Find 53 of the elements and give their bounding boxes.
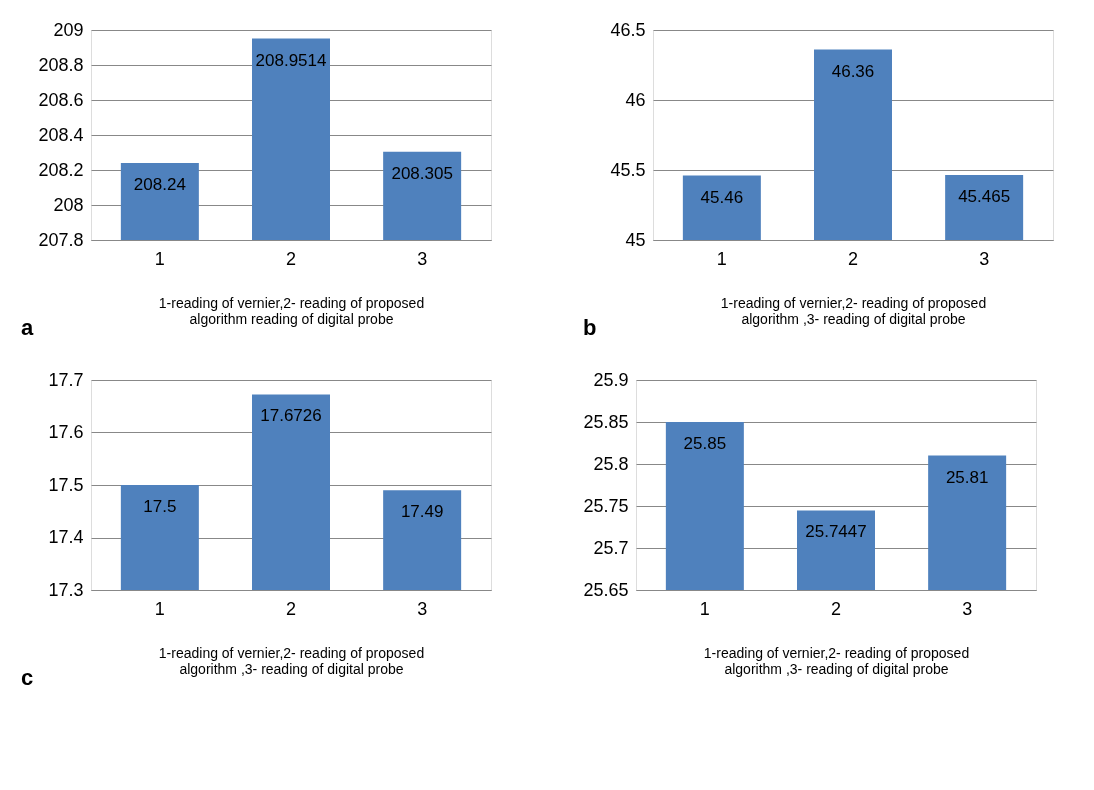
- y-tick-label: 46: [625, 89, 646, 110]
- data-label: 25.85: [683, 434, 727, 453]
- y-tick-label: 25.65: [583, 579, 629, 600]
- data-label: 208.24: [133, 175, 186, 194]
- x-axis-title: 1-reading of vernier,2- reading of proposed algorithm ,3- reading of digital probe: [703, 644, 970, 677]
- y-tick-label: 208.4: [38, 124, 84, 145]
- y-tick-label: 17.4: [48, 527, 84, 547]
- x-tick-label: 3: [962, 598, 973, 619]
- y-tick-label: 17.5: [48, 474, 84, 495]
- x-tick-label: 3: [417, 248, 428, 269]
- text: c: [21, 665, 34, 690]
- x-axis-title: 1-reading of vernier,2- reading of proposed algorithm ,3- reading of digital probe: [720, 294, 987, 327]
- x-tick-label: 2: [285, 248, 297, 269]
- y-tick-label: 209: [53, 19, 84, 40]
- y-tick-label: 45: [625, 229, 646, 250]
- y-tick-label: 207.8: [38, 229, 84, 250]
- y-tick-label: 25.75: [583, 495, 629, 516]
- data-label: 17.6726: [260, 406, 322, 426]
- x-tick-label: 3: [417, 598, 428, 619]
- y-tick-label: 25.9: [593, 369, 629, 390]
- y-tick-label: 25.85: [583, 411, 629, 432]
- x-tick-label: 1: [154, 598, 165, 619]
- data-label: 17.5: [143, 497, 177, 516]
- y-tick-label: 208.6: [38, 89, 84, 110]
- y-tick-label: 46.5: [610, 19, 646, 40]
- y-tick-label: 208.2: [38, 159, 84, 180]
- y-tick-label: 17.6: [48, 422, 84, 442]
- x-tick-label: 1: [699, 598, 710, 619]
- y-tick-label: 208: [53, 194, 84, 215]
- y-tick-label: 25.7: [593, 537, 629, 558]
- data-label: 208.305: [391, 163, 453, 183]
- x-tick-label: 2: [830, 598, 842, 619]
- y-tick-label: 45.5: [610, 159, 646, 180]
- data-label: 25.81: [945, 467, 989, 487]
- text: a: [21, 315, 34, 340]
- y-tick-label: 25.8: [593, 453, 629, 474]
- y-tick-label: 17.3: [48, 579, 84, 600]
- data-label: 17.49: [400, 502, 444, 522]
- y-tick-label: 17.7: [48, 369, 84, 390]
- x-tick-label: 2: [847, 248, 859, 269]
- x-tick-label: 2: [285, 598, 297, 619]
- text: b: [583, 315, 597, 340]
- y-tick-label: 208.8: [38, 54, 84, 75]
- x-tick-label: 1: [154, 248, 165, 269]
- data-label: 46.36: [831, 61, 875, 81]
- x-tick-label: 3: [979, 248, 990, 269]
- x-axis-title: 1-reading of vernier,2- reading of proposed algorithm ,3- reading of digital probe: [158, 644, 425, 677]
- x-axis-title: 1-reading of vernier,2- reading of proposed algorithm reading of digital probe: [158, 294, 425, 327]
- x-tick-label: 1: [716, 248, 727, 269]
- data-label: 208.9514: [255, 50, 327, 70]
- data-label: 45.465: [958, 186, 1011, 206]
- data-label: 25.7447: [805, 522, 867, 542]
- data-label: 45.46: [700, 187, 744, 207]
